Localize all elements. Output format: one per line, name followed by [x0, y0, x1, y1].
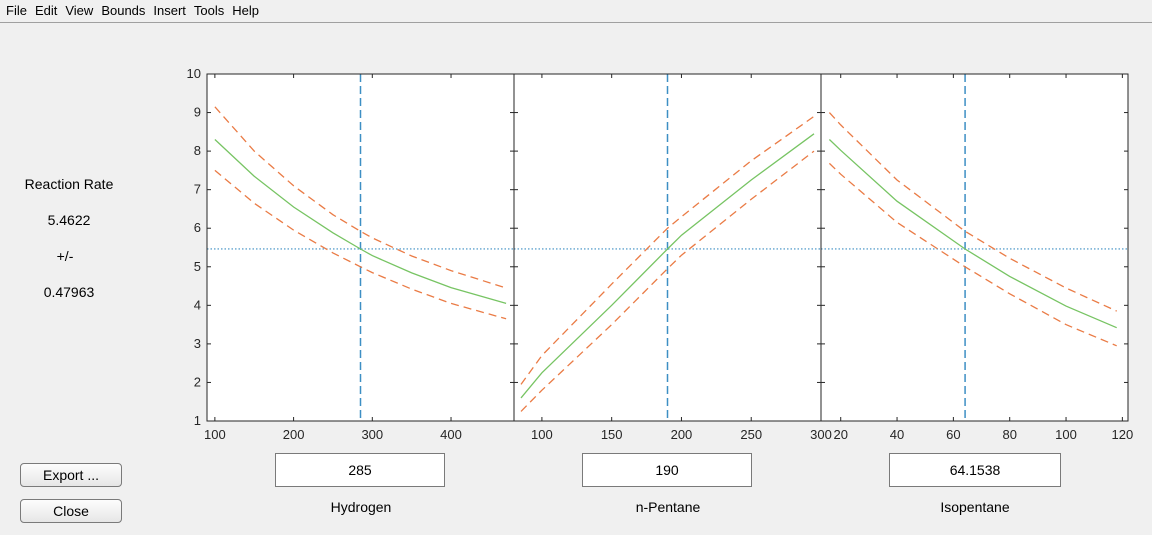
menu-edit[interactable]: Edit — [34, 3, 58, 18]
menu-view[interactable]: View — [65, 3, 94, 18]
response-name: Reaction Rate — [24, 176, 114, 192]
fit-curve — [520, 133, 815, 399]
menu-insert[interactable]: Insert — [153, 3, 186, 18]
response-value: 5.4622 — [47, 212, 91, 228]
y-tick-label: 2 — [194, 374, 201, 389]
upper-bound-curve — [828, 112, 1117, 312]
hydrogen-label: Hydrogen — [330, 499, 392, 515]
y-tick-label: 7 — [194, 182, 201, 197]
hydrogen-value-input[interactable]: 285 — [275, 453, 445, 487]
x-tick-label: 150 — [601, 427, 623, 442]
axes-background-2 — [821, 74, 1128, 421]
x-tick-label: 250 — [740, 427, 762, 442]
x-tick-label: 300 — [361, 427, 383, 442]
x-tick-label: 100 — [204, 427, 226, 442]
x-tick-label: 200 — [283, 427, 305, 442]
confidence-interval: 0.47963 — [43, 284, 95, 300]
menu-help[interactable]: Help — [232, 3, 260, 18]
x-tick-label: 60 — [946, 427, 960, 442]
menu-file[interactable]: File — [6, 3, 27, 18]
plus-minus-label: +/- — [56, 248, 74, 264]
lower-bound-curve — [828, 162, 1117, 347]
menu-bounds[interactable]: Bounds — [101, 3, 146, 18]
y-tick-label: 8 — [194, 143, 201, 158]
lower-bound-curve — [520, 150, 815, 412]
fit-curve — [214, 139, 507, 305]
menu-tools[interactable]: Tools — [193, 3, 225, 18]
x-tick-label: 100 — [531, 427, 553, 442]
n-pentane-value-input[interactable]: 190 — [582, 453, 752, 487]
x-tick-label: 100 — [1055, 427, 1077, 442]
y-tick-label: 4 — [194, 297, 201, 312]
x-tick-label: 80 — [1002, 427, 1016, 442]
upper-bound-curve — [214, 106, 507, 289]
export-button[interactable]: Export ... — [20, 463, 122, 487]
x-tick-label: 40 — [890, 427, 904, 442]
x-tick-label: 20 — [833, 427, 847, 442]
y-tick-label: 9 — [194, 105, 201, 120]
y-tick-label: 3 — [194, 336, 201, 351]
lower-bound-curve — [214, 169, 507, 320]
fit-curve — [828, 139, 1117, 329]
y-tick-label: 10 — [187, 66, 201, 81]
y-tick-label: 6 — [194, 220, 201, 235]
isopentane-value-input[interactable]: 64.1538 — [889, 453, 1061, 487]
y-tick-label: 5 — [194, 259, 201, 274]
menu-bar: File Edit View Bounds Insert Tools Help — [0, 0, 1152, 23]
x-tick-label: 200 — [671, 427, 693, 442]
close-button[interactable]: Close — [20, 499, 122, 523]
x-tick-label: 300 — [810, 427, 832, 442]
x-tick-label: 400 — [440, 427, 462, 442]
y-tick-label: 1 — [194, 413, 201, 428]
upper-bound-curve — [520, 115, 815, 385]
axes-frame-2 — [820, 73, 1129, 422]
x-tick-label: 120 — [1112, 427, 1134, 442]
isopentane-label: Isopentane — [940, 499, 1010, 515]
n-pentane-label: n-Pentane — [635, 499, 701, 515]
